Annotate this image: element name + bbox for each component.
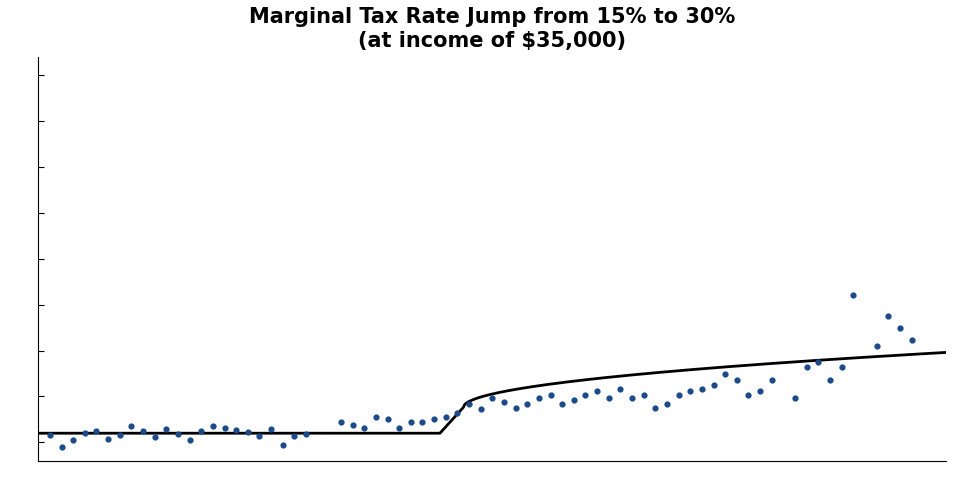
Point [660,400,675,408]
Point [834,363,849,371]
Point [532,395,547,402]
Point [496,398,511,406]
Point [788,395,803,402]
Point [543,391,558,399]
Point [624,395,640,402]
Point [613,385,628,393]
Point [228,426,244,433]
Point [683,387,698,395]
Point [298,431,314,438]
Point [77,430,93,437]
Point [601,395,617,402]
Point [648,404,663,411]
Point [217,424,232,432]
Point [66,436,81,444]
Point [287,432,302,440]
Point [42,432,57,439]
Point [577,391,593,399]
Point [764,376,779,384]
Point [799,363,815,371]
Point [403,419,419,426]
Point [159,425,174,432]
Point [136,428,151,435]
Point [123,422,139,430]
Point [334,419,349,426]
Point [415,419,430,426]
Point [554,400,570,408]
Point [520,400,535,408]
Point [508,404,523,411]
Point [357,424,372,432]
Point [264,425,279,432]
Point [54,443,69,451]
Point [880,312,896,320]
Point [182,436,197,444]
Point [846,292,861,300]
Point [485,395,500,402]
Point [811,358,826,366]
Point [694,385,709,393]
Point [706,382,721,389]
Point [462,400,477,408]
Point [170,431,185,438]
Point [89,428,104,435]
Point [345,421,360,429]
Point [368,413,383,420]
Point [251,432,267,440]
Point [438,413,453,420]
Point [822,376,837,384]
Point [892,324,907,332]
Point [449,409,465,417]
Point [903,336,919,344]
Point [869,342,884,350]
Point [752,387,768,395]
Point [671,391,686,399]
Point [147,433,163,441]
Point [380,416,395,423]
Point [275,442,291,449]
Point [741,391,756,399]
Point [590,387,605,395]
Point [426,416,442,423]
Title: Marginal Tax Rate Jump from 15% to 30%
(at income of $35,000): Marginal Tax Rate Jump from 15% to 30% (… [250,7,735,50]
Point [206,422,221,430]
Point [566,396,581,404]
Point [194,428,209,435]
Point [392,424,407,432]
Point [729,376,745,384]
Point [718,371,733,379]
Point [636,391,651,399]
Point [473,406,489,413]
Point [112,432,127,439]
Point [240,429,255,436]
Point [100,435,116,443]
